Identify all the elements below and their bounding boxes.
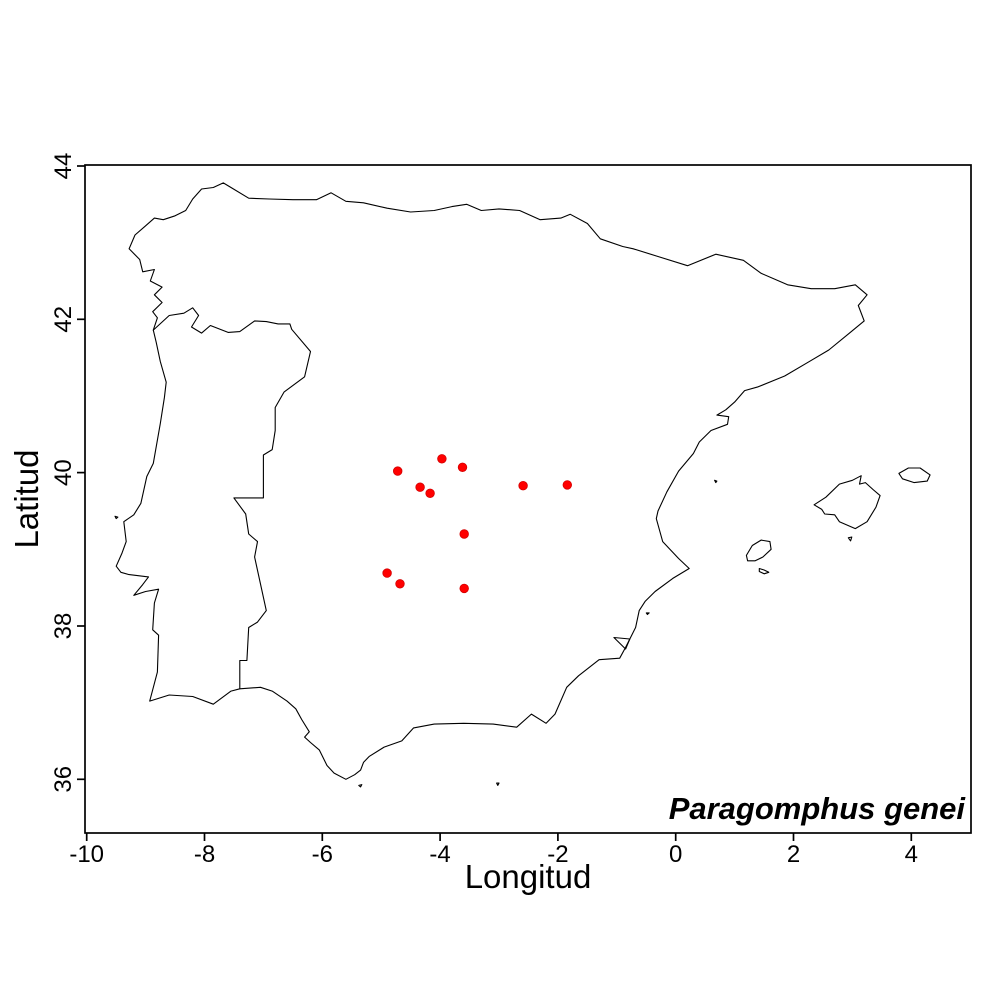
occurrence-point	[518, 481, 528, 491]
x-tick-label: 2	[787, 841, 800, 868]
occurrence-point	[393, 466, 403, 476]
map-outline-mar-menor	[613, 636, 631, 650]
map-outline-alboran	[496, 782, 500, 786]
map-outline-ibiza	[745, 539, 772, 562]
x-axis-title: Longitud	[465, 858, 592, 895]
occurrence-point	[459, 529, 469, 539]
map-outline-iberian-peninsula	[115, 182, 868, 780]
y-tick-label: 42	[50, 306, 77, 333]
plot-box	[84, 164, 972, 834]
x-tick-label: -2	[547, 841, 568, 868]
map-outline-cabrera	[847, 536, 853, 542]
occurrence-point	[437, 454, 447, 464]
map-outline-columbretes	[714, 479, 718, 484]
y-tick-label: 38	[50, 613, 77, 640]
map-outlines-group	[114, 182, 931, 788]
y-axis-title: Latitud	[8, 449, 45, 548]
occurrence-point	[382, 568, 392, 578]
x-tick-label: -6	[312, 841, 333, 868]
map-outline-mallorca	[813, 475, 881, 530]
map-outline-formentera	[758, 567, 770, 575]
occurrence-point	[395, 579, 405, 589]
species-name-label: Paragomphus genei	[669, 791, 967, 826]
x-tick-label: -10	[69, 841, 104, 868]
axes-group: -10 -8 -6 -4 -2 0 2 4 36 38 40 42 44	[50, 153, 918, 868]
map-outline-berlengas	[114, 515, 119, 520]
map-outline-menorca	[898, 467, 931, 484]
x-tick-label: -4	[429, 841, 450, 868]
y-tick-label: 36	[50, 766, 77, 793]
occurrence-point	[457, 462, 468, 473]
y-tick-label: 44	[50, 153, 77, 180]
occurrence-points-group	[382, 454, 573, 594]
x-tick-label: -8	[194, 841, 215, 868]
y-tick-label: 40	[50, 459, 77, 486]
map-outline-tarifa-islet	[358, 784, 363, 788]
x-tick-label: 0	[669, 841, 682, 868]
map-outline-tabarca	[645, 612, 650, 616]
map-outline-portugal-spain-border	[152, 307, 312, 690]
occurrence-point	[415, 482, 425, 492]
occurrence-point	[562, 480, 573, 490]
occurrence-point	[459, 583, 469, 594]
x-tick-label: 4	[905, 841, 918, 868]
occurrence-point	[425, 488, 435, 499]
